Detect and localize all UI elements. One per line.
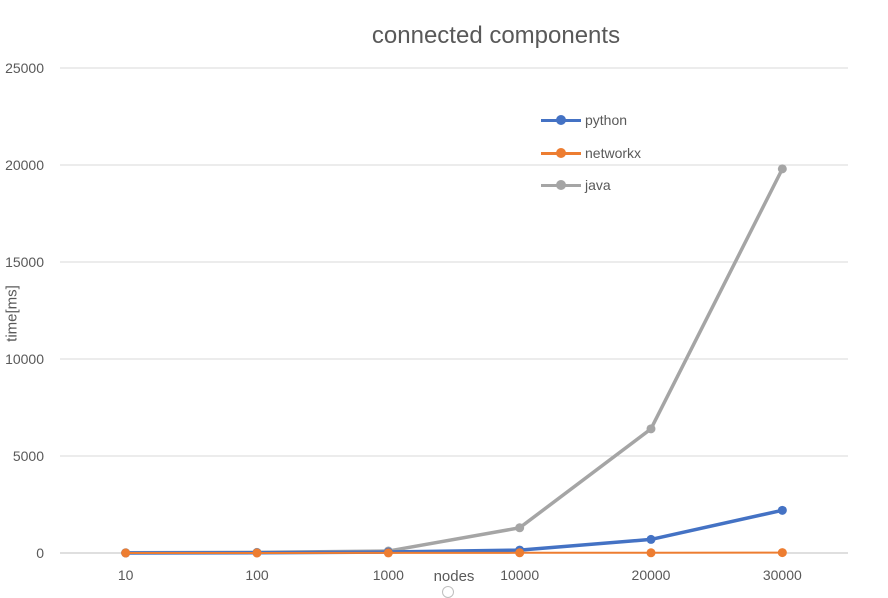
y-tick-label: 5000: [13, 448, 44, 464]
series-line-python: [126, 510, 783, 553]
x-tick-label: 10000: [500, 567, 539, 583]
x-tick-label: 20000: [632, 567, 671, 583]
data-point-networkx-10000: [515, 548, 524, 557]
y-axis-label: time[ms]: [4, 264, 21, 364]
data-point-networkx-10: [121, 549, 130, 558]
data-point-networkx-100: [253, 549, 262, 558]
data-point-java-10000: [515, 523, 524, 532]
data-point-java-20000: [647, 424, 656, 433]
legend-label-networkx: networkx: [585, 145, 641, 161]
data-point-networkx-1000: [384, 548, 393, 557]
legend-item-networkx: networkx: [541, 137, 641, 170]
legend: python networkx java: [541, 104, 641, 202]
legend-item-java: java: [541, 169, 641, 202]
x-axis-label: nodes: [404, 568, 504, 585]
data-point-python-20000: [647, 535, 656, 544]
data-point-python-30000: [778, 506, 787, 515]
series-line-java: [126, 169, 783, 553]
x-tick-label: 30000: [763, 567, 802, 583]
legend-swatch-python: [541, 113, 581, 127]
x-tick-label: 1000: [373, 567, 404, 583]
y-tick-label: 20000: [5, 157, 44, 173]
data-point-networkx-30000: [778, 548, 787, 557]
legend-item-python: python: [541, 104, 641, 137]
data-point-java-30000: [778, 164, 787, 173]
x-tick-label: 10: [118, 567, 134, 583]
y-tick-label: 0: [36, 545, 44, 561]
legend-label-java: java: [585, 177, 611, 193]
y-tick-label: 25000: [5, 60, 44, 76]
data-point-networkx-20000: [647, 548, 656, 557]
legend-swatch-java: [541, 178, 581, 192]
legend-swatch-networkx: [541, 146, 581, 160]
resize-handle[interactable]: [442, 586, 454, 598]
x-tick-label: 100: [245, 567, 269, 583]
legend-label-python: python: [585, 112, 627, 128]
